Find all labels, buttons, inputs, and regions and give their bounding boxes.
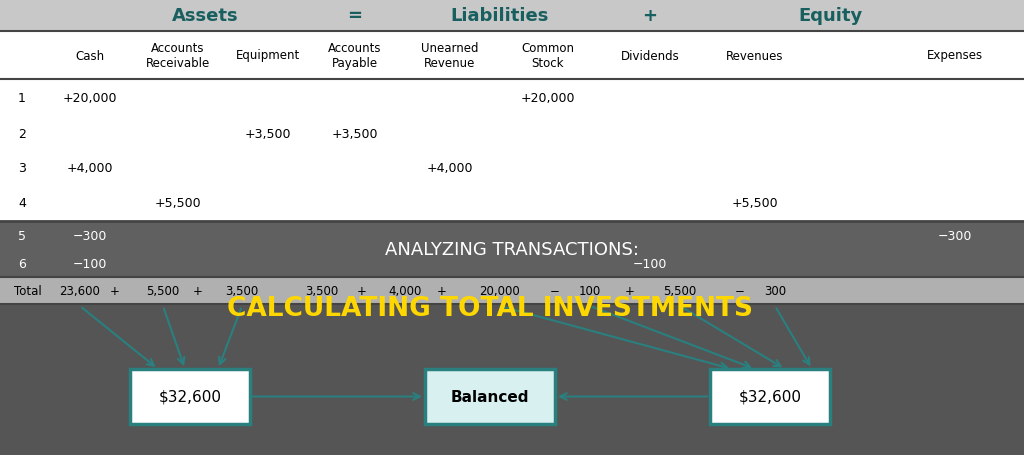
Text: +: + — [625, 284, 635, 298]
Text: Common
Stock: Common Stock — [521, 42, 574, 70]
Bar — [130, 369, 250, 424]
Text: 3: 3 — [18, 162, 26, 175]
Text: ANALYZING TRANSACTIONS:: ANALYZING TRANSACTIONS: — [385, 241, 639, 258]
Text: Equipment: Equipment — [236, 50, 300, 62]
Text: 1: 1 — [18, 92, 26, 105]
Bar — [0, 80, 1024, 222]
Text: 3,500: 3,500 — [305, 284, 339, 298]
Text: $32,600: $32,600 — [159, 389, 221, 404]
Text: +: + — [437, 284, 446, 298]
Text: +3,500: +3,500 — [332, 128, 378, 141]
Text: −: − — [550, 284, 560, 298]
Text: 300: 300 — [764, 284, 786, 298]
Text: +5,500: +5,500 — [732, 197, 778, 210]
Text: CALCULATING TOTAL INVESTMENTS: CALCULATING TOTAL INVESTMENTS — [227, 296, 753, 322]
Text: Unearned
Revenue: Unearned Revenue — [421, 42, 479, 70]
Text: Accounts
Payable: Accounts Payable — [329, 42, 382, 70]
Text: +20,000: +20,000 — [62, 92, 118, 105]
Bar — [425, 369, 555, 424]
Bar — [0, 304, 1024, 455]
Text: 4: 4 — [18, 197, 26, 210]
Text: Accounts
Receivable: Accounts Receivable — [145, 42, 210, 70]
Text: Revenues: Revenues — [726, 50, 783, 62]
Bar — [0, 222, 1024, 278]
Text: +5,500: +5,500 — [155, 197, 202, 210]
Text: Cash: Cash — [76, 50, 104, 62]
Text: 6: 6 — [18, 258, 26, 271]
Text: $32,600: $32,600 — [738, 389, 802, 404]
Text: 5: 5 — [18, 230, 26, 243]
Text: −300: −300 — [73, 230, 108, 243]
Text: Assets: Assets — [172, 7, 239, 25]
Text: Balanced: Balanced — [451, 389, 529, 404]
Text: Expenses: Expenses — [927, 50, 983, 62]
Text: Dividends: Dividends — [621, 50, 679, 62]
Text: +: + — [110, 284, 120, 298]
Bar — [0, 278, 1024, 304]
Text: 20,000: 20,000 — [479, 284, 520, 298]
Text: +: + — [642, 7, 657, 25]
Bar — [0, 0, 1024, 32]
Text: 5,500: 5,500 — [146, 284, 179, 298]
Text: −300: −300 — [938, 230, 972, 243]
Bar — [0, 32, 1024, 80]
Text: −: − — [735, 284, 744, 298]
Text: +20,000: +20,000 — [521, 92, 575, 105]
Text: +3,500: +3,500 — [245, 128, 291, 141]
Text: Liabilities: Liabilities — [451, 7, 549, 25]
Text: 100: 100 — [579, 284, 601, 298]
Text: −100: −100 — [73, 258, 108, 271]
Text: +4,000: +4,000 — [67, 162, 114, 175]
Text: 5,500: 5,500 — [664, 284, 696, 298]
Text: Equity: Equity — [798, 7, 862, 25]
Text: 4,000: 4,000 — [388, 284, 422, 298]
Text: 23,600: 23,600 — [59, 284, 100, 298]
Text: +4,000: +4,000 — [427, 162, 473, 175]
Text: +: + — [194, 284, 203, 298]
Text: +: + — [357, 284, 367, 298]
Text: 2: 2 — [18, 128, 26, 141]
Text: −100: −100 — [633, 258, 668, 271]
Text: Total: Total — [14, 284, 42, 298]
Text: =: = — [347, 7, 362, 25]
Text: 3,500: 3,500 — [225, 284, 259, 298]
Bar — [710, 369, 830, 424]
